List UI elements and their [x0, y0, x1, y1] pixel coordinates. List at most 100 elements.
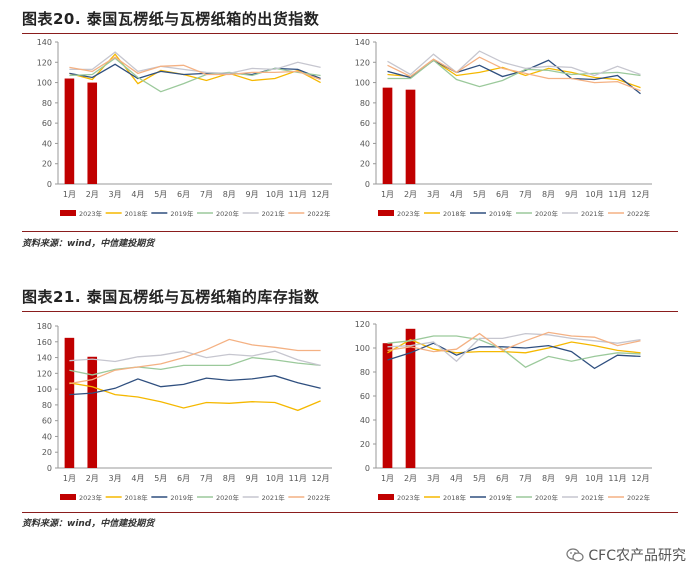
x-tick-label: 1月: [381, 190, 394, 199]
y-tick-label: 40: [360, 416, 370, 425]
figure-21-title: 图表21. 泰国瓦楞纸与瓦楞纸箱的库存指数: [22, 288, 320, 306]
y-tick-label: 120: [37, 58, 52, 67]
series-line-2018年: [69, 382, 321, 412]
series-line-2022年: [387, 56, 641, 92]
x-tick-label: 8月: [223, 190, 236, 199]
legend-label: 2020年: [216, 209, 240, 218]
legend-label: 2019年: [489, 209, 513, 218]
chart-inventory-corrugated-paper: 0 20 40 60 80 100 120 140 160 180 1月 2月 3月 4月 5月 6月 7月 8月…: [37, 322, 332, 502]
figure-21-top-rule: [22, 311, 678, 312]
x-tick-label: 3月: [427, 190, 440, 199]
bar-2023年: [405, 328, 416, 468]
y-tick-label: 140: [37, 354, 52, 363]
bar-2023年: [405, 89, 416, 184]
x-tick-label: 12月: [631, 190, 649, 199]
x-tick-label: 9月: [565, 190, 578, 199]
y-tick-label: 60: [42, 119, 52, 128]
legend-swatch: [378, 210, 394, 216]
series-line-2020年: [69, 57, 321, 93]
y-tick-label: 80: [360, 368, 370, 377]
y-tick-label: 60: [42, 417, 52, 426]
chart-shipment-corrugated-box: 0 20 40 60 80 100 120 140 1月 2月 3月 4月 5月 6月 7月 8月 9月 10月 1…: [355, 38, 652, 218]
x-tick-label: 5月: [473, 474, 486, 483]
y-tick-label: 120: [355, 320, 370, 329]
y-tick-label: 100: [37, 79, 52, 88]
legend-label: 2022年: [627, 209, 651, 218]
y-tick-label: 0: [365, 464, 370, 473]
figure-21-bottom-rule: [22, 512, 678, 513]
x-tick-label: 11月: [289, 474, 307, 483]
y-tick-label: 60: [360, 119, 370, 128]
series-line-2018年: [69, 53, 321, 85]
legend-label: 2018年: [125, 493, 149, 502]
series-line-2022年: [69, 338, 321, 385]
watermark: CFC农产品研究: [566, 545, 686, 565]
legend-label: 2021年: [262, 209, 286, 218]
y-tick-label: 40: [42, 432, 52, 441]
series-line-2020年: [387, 59, 641, 88]
legend-label: 2022年: [307, 493, 331, 502]
x-tick-label: 4月: [131, 190, 144, 199]
x-tick-label: 1月: [63, 474, 76, 483]
x-tick-label: 4月: [450, 474, 463, 483]
x-tick-label: 6月: [496, 474, 509, 483]
series-line-2018年: [387, 338, 641, 354]
bar-2023年: [64, 337, 75, 468]
legend-label: 2019年: [170, 209, 194, 218]
x-tick-label: 8月: [223, 474, 236, 483]
y-tick-label: 20: [42, 448, 52, 457]
legend-label: 2020年: [535, 209, 559, 218]
y-tick-label: 100: [37, 385, 52, 394]
figure-20-title: 图表20. 泰国瓦楞纸与瓦楞纸箱的出货指数: [22, 10, 320, 28]
legend-label: 2021年: [581, 493, 605, 502]
legend-label: 2021年: [262, 493, 286, 502]
y-tick-label: 160: [37, 338, 52, 347]
y-tick-label: 140: [37, 38, 52, 47]
y-tick-label: 20: [42, 160, 52, 169]
x-tick-label: 7月: [519, 474, 532, 483]
x-tick-label: 2月: [86, 190, 99, 199]
y-tick-label: 40: [42, 139, 52, 148]
y-tick-label: 120: [37, 369, 52, 378]
y-tick-label: 0: [47, 464, 52, 473]
x-tick-label: 9月: [246, 474, 259, 483]
chart-shipment-corrugated-paper: 0 20 40 60 80 100 120 140 1月 2月 3月 4月 5月 6月 7月 8月 9月 10月 1…: [37, 38, 332, 218]
x-tick-label: 1月: [63, 190, 76, 199]
x-tick-label: 11月: [608, 474, 626, 483]
series-line-2020年: [69, 356, 321, 376]
series-line-2019年: [69, 375, 321, 396]
figure-20-bottom-rule: [22, 231, 678, 232]
figure-20-top-rule: [22, 33, 678, 34]
y-tick-label: 140: [355, 38, 370, 47]
x-tick-label: 5月: [473, 190, 486, 199]
legend-label: 2020年: [216, 493, 240, 502]
legend-label: 2019年: [489, 493, 513, 502]
bar-2023年: [87, 82, 98, 184]
x-tick-label: 2月: [86, 474, 99, 483]
x-tick-label: 9月: [565, 474, 578, 483]
y-tick-label: 120: [355, 58, 370, 67]
legend-label: 2018年: [443, 209, 467, 218]
y-tick-label: 40: [360, 139, 370, 148]
x-tick-label: 6月: [496, 190, 509, 199]
series-line-2022年: [387, 331, 641, 353]
x-tick-label: 6月: [177, 190, 190, 199]
bar-2023年: [382, 343, 393, 468]
x-tick-label: 7月: [200, 190, 213, 199]
legend-label: 2018年: [125, 209, 149, 218]
y-tick-label: 80: [360, 99, 370, 108]
x-tick-label: 3月: [427, 474, 440, 483]
x-tick-label: 3月: [109, 190, 122, 199]
y-tick-label: 100: [355, 79, 370, 88]
x-tick-label: 7月: [200, 474, 213, 483]
legend-label: 2021年: [581, 209, 605, 218]
x-tick-label: 6月: [177, 474, 190, 483]
x-tick-label: 1月: [381, 474, 394, 483]
x-tick-label: 7月: [519, 190, 532, 199]
y-tick-label: 80: [42, 401, 52, 410]
bar-2023年: [382, 87, 393, 184]
legend-label: 2018年: [443, 493, 467, 502]
x-tick-label: 10月: [585, 474, 603, 483]
x-tick-label: 8月: [542, 474, 555, 483]
legend-label: 2022年: [627, 493, 651, 502]
